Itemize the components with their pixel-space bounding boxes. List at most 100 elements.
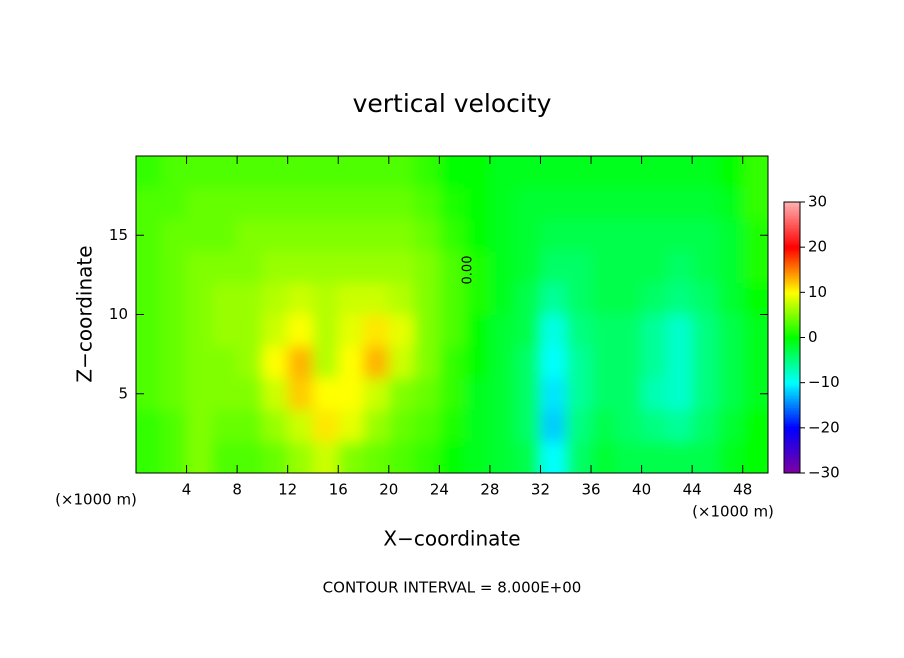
cell xyxy=(312,187,339,220)
colorbar-segment xyxy=(784,222,800,226)
colorbar-segment xyxy=(784,373,800,377)
cell xyxy=(565,251,592,284)
colorbar-segment xyxy=(784,409,800,413)
cell xyxy=(363,187,390,220)
colorbar-segment xyxy=(784,459,800,463)
cell xyxy=(464,409,491,442)
cell xyxy=(464,441,491,473)
colorbar-segment xyxy=(784,470,800,474)
colorbar-segment xyxy=(784,452,800,456)
cell xyxy=(692,282,718,315)
cell xyxy=(338,377,365,411)
colorbar-segment xyxy=(784,238,800,241)
colorbar-segment xyxy=(784,256,800,259)
colorbar-segment xyxy=(784,332,800,336)
x-tick-label: 8 xyxy=(232,481,242,499)
colorbar-segment xyxy=(784,321,800,325)
cell xyxy=(136,251,162,284)
cell xyxy=(161,187,188,220)
colorbar-segment xyxy=(784,202,800,205)
cell xyxy=(363,251,390,284)
cell xyxy=(439,409,466,442)
cell xyxy=(717,282,744,315)
colorbar-segment xyxy=(784,305,800,309)
colorbar-segment xyxy=(784,430,800,433)
colorbar-segment xyxy=(784,292,800,296)
cell xyxy=(489,156,516,189)
cell xyxy=(565,409,592,442)
cell xyxy=(211,251,238,284)
colorbar-segment xyxy=(784,362,800,366)
cell xyxy=(489,314,516,347)
cell xyxy=(237,282,263,315)
cell xyxy=(591,156,617,189)
cell xyxy=(186,282,213,315)
cell xyxy=(363,282,390,315)
cell xyxy=(489,251,516,284)
cell xyxy=(515,251,541,284)
cell xyxy=(237,314,263,347)
colorbar-segment xyxy=(784,348,800,352)
colorbar-segment xyxy=(784,402,800,406)
colorbar-segment xyxy=(784,364,800,368)
x-tick-label: 24 xyxy=(430,481,449,499)
colorbar-segment xyxy=(784,281,800,284)
cell xyxy=(363,219,390,252)
cell xyxy=(666,282,693,315)
cell xyxy=(388,219,415,252)
cell xyxy=(388,187,415,220)
cell xyxy=(692,219,718,252)
colorbar-segment xyxy=(784,296,800,300)
colorbar-segment xyxy=(784,378,800,381)
cell xyxy=(464,377,491,411)
cell xyxy=(237,409,263,442)
cell xyxy=(211,219,238,252)
cell xyxy=(262,377,289,411)
colorbar-segment xyxy=(784,204,800,208)
colorbar-segment xyxy=(784,294,800,298)
colorbar-segment xyxy=(784,215,800,219)
colorbar-segment xyxy=(784,432,800,436)
cell xyxy=(388,156,415,189)
cell xyxy=(489,377,516,411)
cell xyxy=(717,219,744,252)
cell xyxy=(540,187,567,220)
x-tick-label: 12 xyxy=(278,481,297,499)
cell xyxy=(515,346,541,379)
cell xyxy=(641,377,668,411)
cell xyxy=(414,377,440,411)
cell xyxy=(540,251,567,284)
cell xyxy=(717,314,744,347)
colorbar-segment xyxy=(784,211,800,214)
cell xyxy=(312,441,339,473)
colorbar-segment xyxy=(784,217,800,221)
colorbar-segment xyxy=(784,206,800,210)
cell xyxy=(540,441,567,473)
colorbar-segment xyxy=(784,441,800,445)
cell xyxy=(540,156,567,189)
x-unit-left: (×1000 m) xyxy=(55,491,137,509)
cell xyxy=(237,346,263,379)
colorbar-segment xyxy=(784,463,800,467)
colorbar-segment xyxy=(784,445,800,449)
cell xyxy=(312,282,339,315)
cell xyxy=(338,187,365,220)
colorbar-segment xyxy=(784,414,800,418)
colorbar-segment xyxy=(784,233,800,237)
cell xyxy=(186,441,213,473)
colorbar-segment xyxy=(784,312,800,316)
cell xyxy=(136,314,162,347)
cell xyxy=(136,187,162,220)
cell xyxy=(489,282,516,315)
cell xyxy=(641,251,668,284)
cell xyxy=(666,187,693,220)
cell xyxy=(439,346,466,379)
colorbar-segment xyxy=(784,344,800,348)
cell xyxy=(717,441,744,473)
colorbar-segment xyxy=(784,213,800,217)
cell xyxy=(616,187,643,220)
cell xyxy=(742,156,768,189)
colorbar-segment xyxy=(784,283,800,287)
colorbar-segment xyxy=(784,247,800,250)
cell xyxy=(186,219,213,252)
